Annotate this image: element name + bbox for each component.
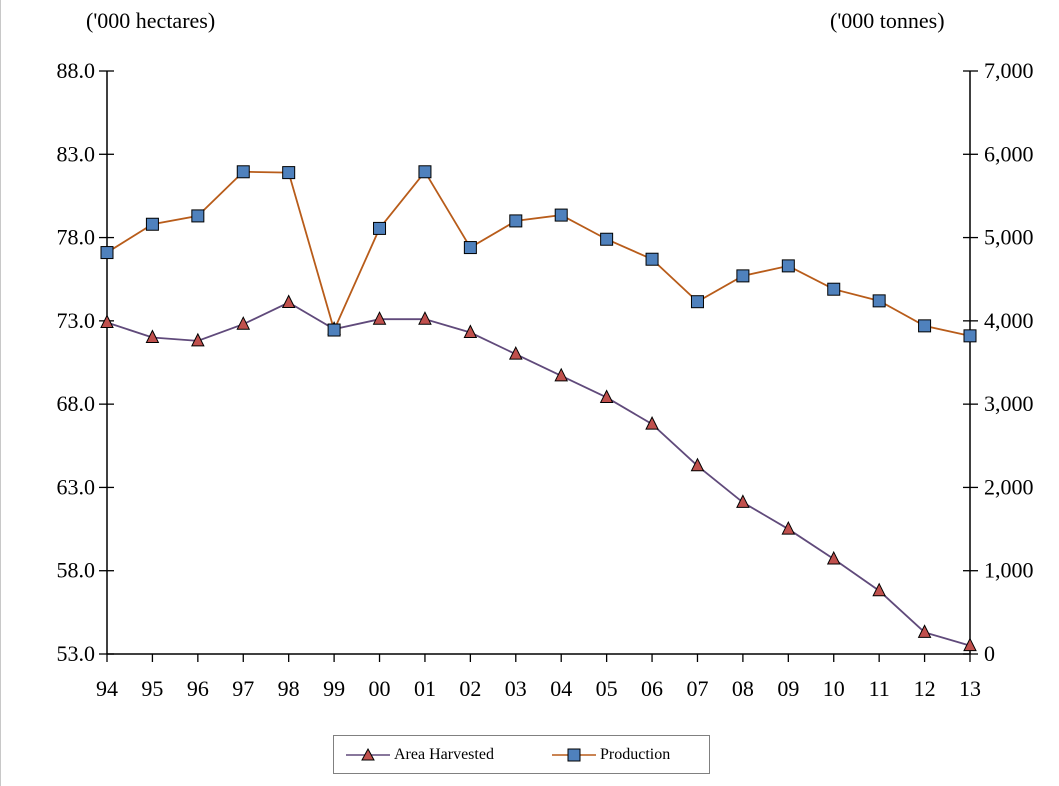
- data-point-production: [600, 232, 614, 246]
- x-tick-label: 98: [278, 676, 300, 701]
- data-point-production: [736, 269, 750, 283]
- x-tick-label: 99: [323, 676, 345, 701]
- x-tick-label: 97: [232, 676, 254, 701]
- x-tick-label: 02: [459, 676, 481, 701]
- data-point-production: [918, 319, 932, 333]
- x-tick-label: 12: [914, 676, 936, 701]
- right-axis-unit-label: ('000 tonnes): [830, 8, 945, 33]
- x-tick-label: 06: [641, 676, 663, 701]
- x-tick-label: 11: [869, 676, 890, 701]
- left-tick-label: 68.0: [57, 391, 96, 416]
- data-point-area-harvested: [690, 457, 705, 472]
- right-tick-label: 7,000: [984, 58, 1034, 83]
- legend: Area Harvested Production: [333, 735, 710, 774]
- right-tick-label: 0: [984, 641, 995, 666]
- data-point-area-harvested: [281, 294, 296, 309]
- data-point-area-harvested: [191, 332, 205, 347]
- x-tick-label: 05: [596, 676, 618, 701]
- data-point-area-harvested: [372, 311, 387, 325]
- data-point-production: [282, 166, 296, 180]
- data-point-production: [327, 323, 341, 337]
- data-point-area-harvested: [418, 311, 432, 325]
- left-tick-label: 73.0: [57, 308, 96, 333]
- data-point-production: [645, 252, 659, 266]
- x-tick-label: 03: [505, 676, 527, 701]
- x-tick-label: 10: [823, 676, 845, 701]
- right-tick-label: 3,000: [984, 391, 1034, 416]
- data-point-area-harvested: [236, 316, 251, 330]
- legend-swatch-area-harvested: [346, 747, 390, 760]
- x-tick-label: 07: [686, 676, 708, 701]
- left-axis-unit-label: ('000 hectares): [86, 8, 216, 33]
- legend-item-production: Production: [552, 736, 670, 773]
- data-point-area-harvested: [100, 314, 114, 329]
- data-point-production: [100, 246, 114, 260]
- data-point-production: [872, 294, 886, 308]
- data-point-area-harvested: [736, 494, 750, 508]
- right-tick-label: 2,000: [984, 474, 1034, 499]
- x-tick-label: 13: [959, 676, 981, 701]
- x-tick-label: 96: [187, 676, 209, 701]
- data-point-area-harvested: [872, 582, 886, 597]
- data-point-production: [781, 259, 795, 273]
- x-tick-label: 09: [777, 676, 799, 701]
- legend-swatch-production: [552, 748, 596, 761]
- series-line-production: [106, 170, 971, 337]
- data-point-area-harvested: [508, 346, 523, 360]
- legend-label-production: Production: [600, 745, 671, 763]
- data-point-production: [963, 329, 977, 343]
- left-tick-label: 63.0: [57, 474, 96, 499]
- x-tick-label: 04: [550, 676, 572, 701]
- data-point-production: [554, 208, 568, 222]
- data-point-area-harvested: [145, 329, 160, 344]
- data-point-area-harvested: [781, 520, 796, 535]
- data-point-production: [191, 209, 205, 223]
- left-frame-border: [0, 0, 1, 786]
- axes: 53.0 58.0 63.0 68.0 73.0 78.0 83.0 88.0 0 1,000 2,…: [57, 58, 1034, 701]
- data-point-area-harvested: [963, 637, 977, 652]
- x-tick-label: 00: [369, 676, 391, 701]
- data-point-area-harvested: [599, 389, 614, 403]
- series-line-area-harvested: [106, 301, 971, 647]
- x-tick-label: 08: [732, 676, 754, 701]
- data-point-production: [509, 214, 523, 228]
- data-point-production: [463, 241, 477, 255]
- data-point-area-harvested: [554, 367, 569, 382]
- data-point-production: [827, 282, 841, 296]
- left-tick-label: 83.0: [57, 141, 96, 166]
- data-point-area-harvested: [917, 624, 932, 638]
- data-point-production: [145, 217, 159, 231]
- left-tick-label: 88.0: [57, 58, 96, 83]
- legend-item-area-harvested: Area Harvested: [346, 736, 494, 773]
- right-tick-label: 6,000: [984, 141, 1034, 166]
- right-tick-label: 1,000: [984, 558, 1034, 583]
- data-point-production: [418, 165, 432, 179]
- left-tick-label: 78.0: [57, 225, 96, 250]
- data-point-production: [236, 165, 250, 179]
- left-tick-label: 58.0: [57, 558, 96, 583]
- data-point-area-harvested: [826, 550, 841, 565]
- data-point-production: [373, 221, 387, 235]
- data-point-production: [690, 295, 704, 309]
- x-tick-label: 94: [96, 676, 118, 701]
- series-layer: [100, 165, 977, 652]
- right-tick-label: 5,000: [984, 225, 1034, 250]
- x-tick-label: 95: [141, 676, 163, 701]
- left-tick-label: 53.0: [57, 641, 96, 666]
- data-point-area-harvested: [463, 324, 478, 339]
- data-point-area-harvested: [645, 416, 659, 430]
- legend-label-area-harvested: Area Harvested: [394, 745, 494, 763]
- x-tick-label: 01: [414, 676, 436, 701]
- right-tick-label: 4,000: [984, 308, 1034, 333]
